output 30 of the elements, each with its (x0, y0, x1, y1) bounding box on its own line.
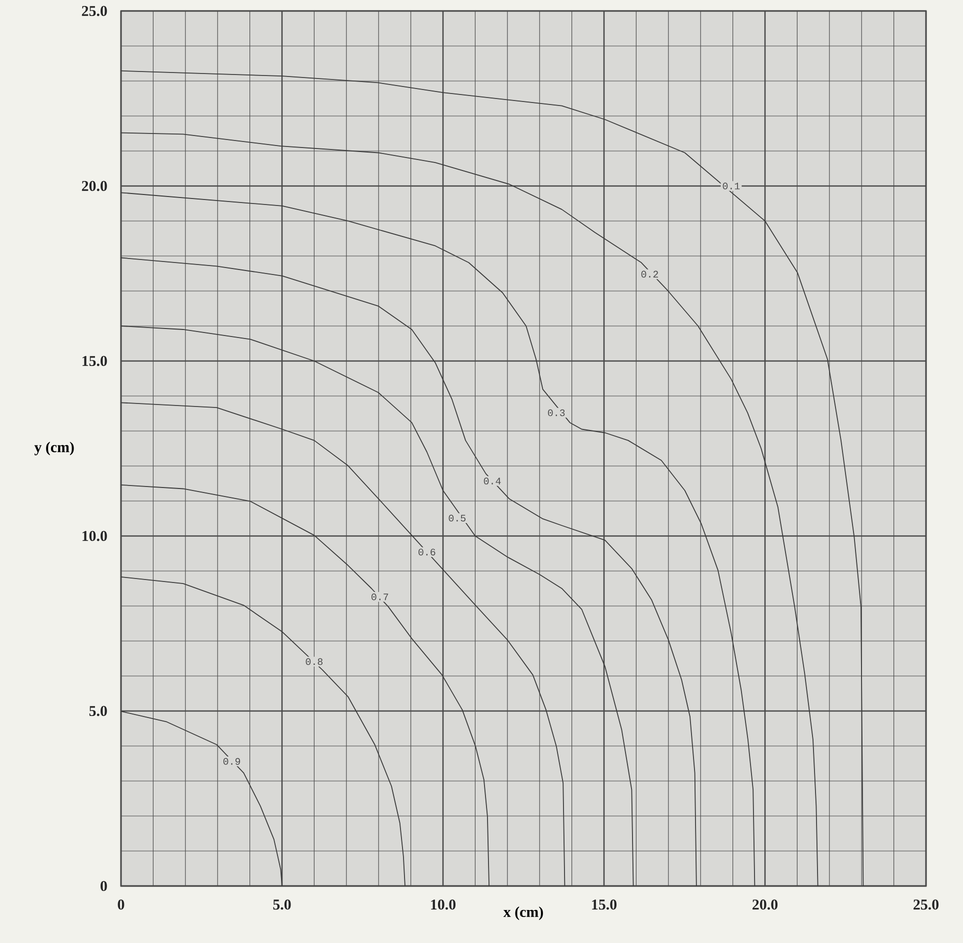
line-series (120, 710, 282, 886)
x-tick-label: 5.0 (273, 900, 291, 910)
annotation: 0.3 (548, 409, 565, 416)
x-tick-label: 15.0 (592, 900, 617, 910)
annotation: 0.6 (418, 548, 436, 556)
line-series (120, 484, 490, 886)
y-tick-label: 5.0 (89, 706, 107, 716)
line-series (120, 326, 634, 886)
line-series (120, 402, 566, 886)
y-axis-title: y (cm) (34, 442, 74, 456)
x-tick-label: 25.0 (914, 900, 939, 910)
x-axis-title: x (cm) (503, 906, 543, 920)
y-tick-label: 15.0 (82, 356, 107, 366)
annotation: 0.5 (448, 514, 466, 522)
annotation: 0.9 (223, 758, 240, 765)
x-tick-label: 10.0 (431, 900, 456, 910)
annotation: 0.7 (372, 594, 388, 600)
y-tick-label: 0 (100, 880, 107, 892)
y-tick-label: 10.0 (82, 530, 107, 542)
annotation: 0.8 (306, 658, 323, 666)
line-series (120, 192, 756, 886)
annotation: 0.4 (484, 478, 501, 484)
y-tick-label: 20.0 (82, 180, 107, 192)
line-series (120, 257, 697, 886)
x-tick-label: 20.0 (752, 900, 778, 910)
y-tick-label: 25.0 (82, 6, 107, 16)
annotation: 0.2 (641, 270, 658, 278)
x-tick-label: 0 (118, 900, 124, 910)
annotation: 0.1 (722, 182, 740, 190)
line-series (120, 576, 406, 886)
